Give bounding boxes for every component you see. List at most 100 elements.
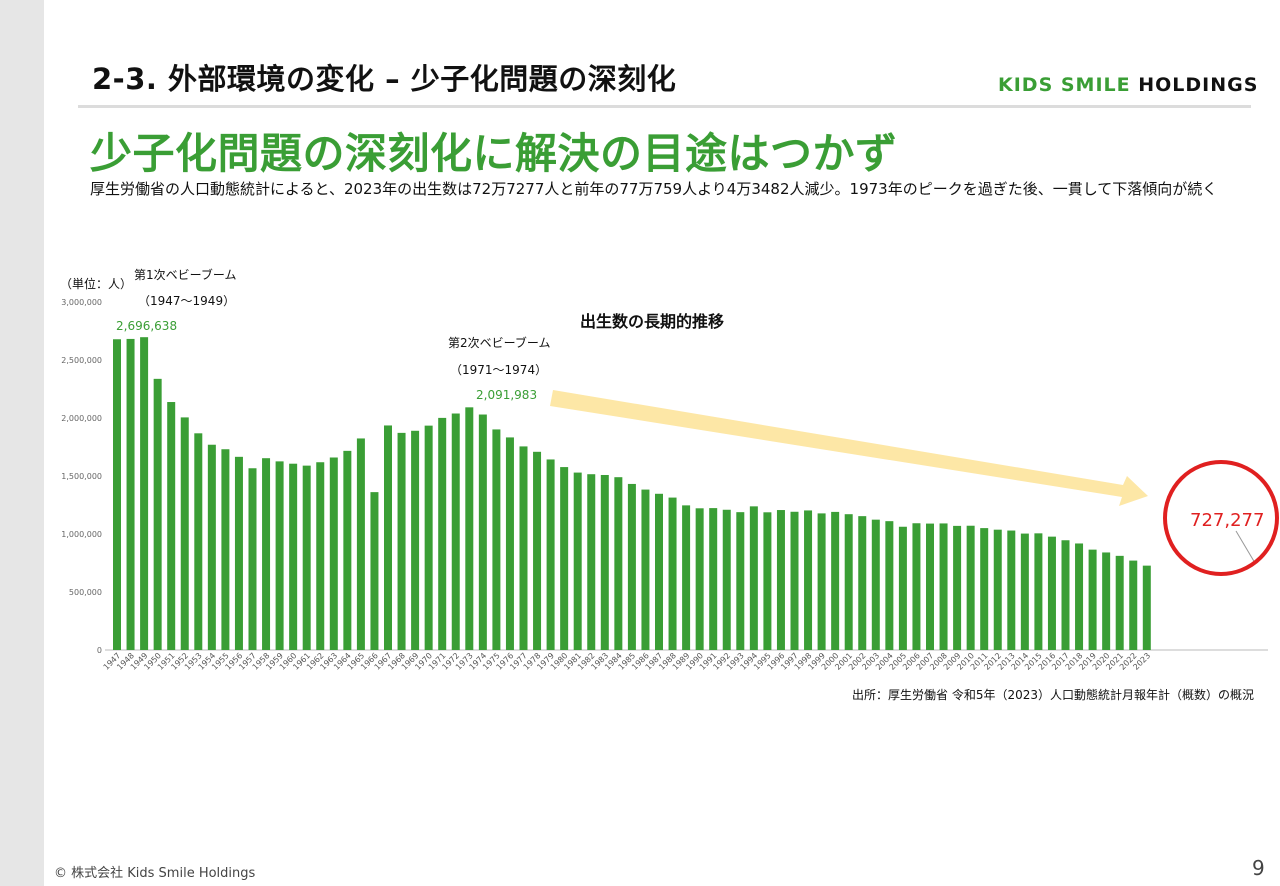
bar-1947 [113, 339, 121, 650]
bar-1986 [641, 489, 650, 650]
highlight-circle [1163, 460, 1279, 576]
bar-1997 [790, 511, 799, 650]
bar-1971 [438, 417, 447, 650]
boom2-label: 第2次ベビーブーム [448, 335, 551, 350]
boom2-years: （1971～1974） [450, 363, 547, 377]
left-side-bar [0, 0, 44, 886]
bar-2014 [1020, 533, 1029, 650]
bar-2011 [980, 528, 989, 650]
bar-1987 [655, 493, 663, 650]
y-tick-label: 1,000,000 [61, 530, 102, 539]
bar-2007 [926, 523, 934, 650]
bar-1965 [356, 438, 365, 650]
y-tick-label: 1,500,000 [61, 472, 102, 481]
bar-1963 [329, 457, 338, 650]
bar-1954 [207, 444, 216, 650]
page-number: 9 [1252, 856, 1265, 880]
bar-1994 [749, 506, 758, 650]
bar-1981 [573, 472, 582, 650]
bar-1975 [492, 429, 501, 650]
bar-1952 [180, 417, 189, 650]
bar-1955 [221, 449, 230, 650]
bar-1992 [722, 509, 731, 650]
y-unit-label: （単位：人） [60, 276, 132, 291]
section-title: 2-3. 外部環境の変化 – 少子化問題の深刻化 [92, 62, 677, 96]
latest-callout-line [1235, 530, 1256, 564]
bar-1960 [289, 463, 298, 650]
bar-2021 [1115, 555, 1124, 650]
bar-1951 [167, 402, 176, 650]
bar-1959 [275, 461, 284, 650]
bar-1984 [614, 477, 623, 650]
y-tick-label: 500,000 [69, 588, 102, 597]
bar-1969 [411, 430, 420, 650]
bar-1998 [804, 510, 813, 650]
bar-1988 [668, 497, 677, 650]
bar-2002 [858, 516, 867, 650]
brand-logo-primary: KIDS SMILE [998, 74, 1131, 96]
summary-text: 厚生労働省の人口動態統計によると、2023年の出生数は72万7277人と前年の7… [90, 180, 1218, 198]
bar-1958 [262, 458, 271, 650]
boom1-label: 第1次ベビーブーム [134, 267, 237, 282]
bar-1966 [370, 492, 379, 650]
y-tick-label: 2,000,000 [61, 414, 102, 423]
bar-2005 [898, 526, 907, 650]
bar-1948 [126, 338, 135, 650]
bar-1950 [153, 378, 162, 650]
footer-copyright: © 株式会社 Kids Smile Holdings [54, 866, 256, 881]
y-tick-label: 0 [97, 646, 102, 655]
source-note: 出所：厚生労働省 令和5年（2023）人口動態統計月報年計（概数）の概況 [852, 687, 1254, 702]
bar-2017 [1061, 540, 1070, 650]
bar-1976 [505, 437, 514, 650]
bar-2004 [885, 521, 894, 650]
bar-1949 [140, 337, 149, 650]
bar-1968 [397, 432, 406, 650]
bar-2010 [966, 525, 975, 650]
bar-1980 [560, 467, 569, 650]
chart-title: 出生数の長期的推移 [580, 312, 724, 331]
bar-2012 [993, 529, 1002, 650]
bar-1993 [736, 512, 745, 650]
bar-2022 [1129, 560, 1138, 650]
header-divider [78, 105, 1251, 108]
latest-value-label: 727,277 [1190, 510, 1264, 531]
brand-logo: KIDS SMILE HOLDINGS [998, 74, 1258, 96]
bar-1977 [519, 446, 528, 650]
bar-1957 [248, 468, 257, 650]
bar-1999 [817, 513, 826, 650]
bar-1989 [682, 505, 691, 650]
bar-1973 [465, 407, 474, 650]
bar-2019 [1088, 549, 1097, 650]
bar-1961 [302, 465, 311, 650]
bar-2008 [939, 523, 948, 650]
bar-1983 [600, 474, 609, 650]
boom1-years: （1947～1949） [138, 294, 235, 308]
bar-1995 [763, 512, 772, 650]
bar-2015 [1034, 533, 1043, 650]
bar-1996 [776, 510, 785, 650]
bar-1964 [343, 450, 352, 650]
bar-1956 [234, 456, 243, 650]
bar-1962 [316, 462, 325, 650]
headline: 少子化問題の深刻化に解決の目途はつかず [90, 129, 898, 178]
bar-2016 [1047, 536, 1056, 650]
bar-2000 [831, 511, 840, 650]
bar-2009 [953, 525, 962, 650]
bar-1967 [384, 425, 392, 650]
boom1-peak-value: 2,696,638 [116, 319, 177, 333]
bar-2006 [912, 523, 921, 650]
y-tick-label: 2,500,000 [61, 356, 102, 365]
brand-logo-secondary: HOLDINGS [1138, 74, 1259, 96]
bar-1953 [194, 433, 203, 650]
bar-1972 [451, 413, 460, 650]
bar-1974 [478, 414, 487, 650]
bar-2013 [1007, 530, 1016, 650]
bar-1991 [709, 508, 718, 650]
bar-1990 [695, 508, 704, 650]
bar-1982 [587, 474, 596, 650]
bar-2003 [871, 519, 880, 650]
bar-2023 [1142, 565, 1151, 650]
bar-1978 [533, 451, 542, 650]
bar-2001 [844, 514, 853, 650]
